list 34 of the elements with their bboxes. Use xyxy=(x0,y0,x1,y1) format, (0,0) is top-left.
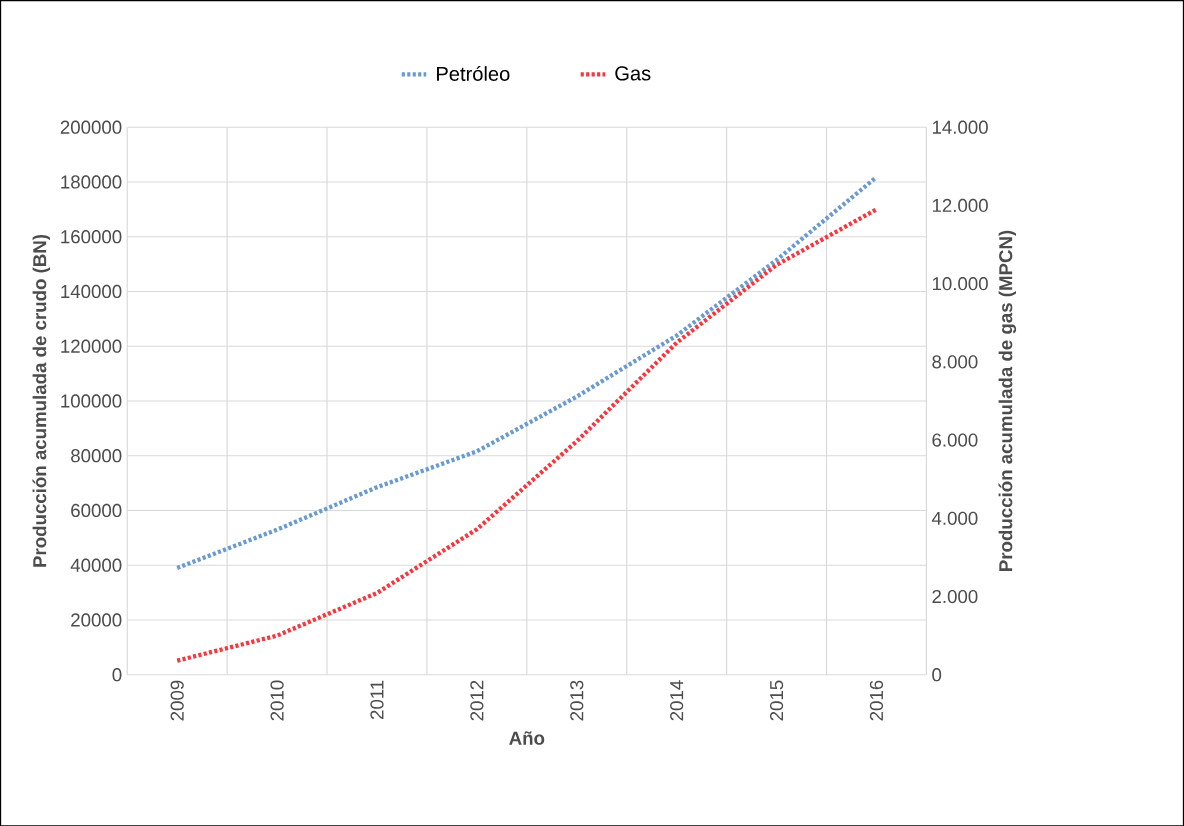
line-series xyxy=(175,174,879,570)
x-tick-label: 2015 xyxy=(769,680,784,721)
y-tick-label: 80000 xyxy=(71,448,122,463)
y2-tick-label: 14.000 xyxy=(932,120,988,134)
x-tick-label: 2009 xyxy=(170,680,184,721)
x-tick-label: 2011 xyxy=(370,680,384,719)
line-series xyxy=(175,206,879,663)
y2-tick-label: 0 xyxy=(932,667,942,682)
x-tick-label: 2016 xyxy=(869,680,884,721)
y-tick-label: 0 xyxy=(112,667,122,682)
x-tick-label: 2013 xyxy=(570,680,584,721)
y-tick-label: 120000 xyxy=(61,339,122,353)
y2-tick-label: 4.000 xyxy=(931,511,978,525)
x-tick-label: 2014 xyxy=(670,680,684,721)
y-tick-label: 20000 xyxy=(71,613,122,627)
y2-tick-label: 10.000 xyxy=(932,276,988,291)
y-tick-label: 40000 xyxy=(70,558,122,572)
y2-tick-label: 2.000 xyxy=(932,589,978,603)
y2-tick-label: 12.000 xyxy=(932,198,988,212)
y-axis-title: Producción acumulada de crudo (BN) xyxy=(32,234,51,567)
x-tick-label: 2012 xyxy=(470,680,484,721)
y-tick-label: 140000 xyxy=(61,284,122,298)
x-tick-label: 2010 xyxy=(270,680,284,721)
y2-tick-label: 8.000 xyxy=(932,355,978,369)
y-tick-label: 200000 xyxy=(60,120,122,134)
y-tick-label: 160000 xyxy=(61,229,122,244)
legend-label: Gas xyxy=(615,66,651,81)
y2-tick-label: 6.000 xyxy=(932,433,978,447)
y-tick-label: 60000 xyxy=(71,503,122,517)
y2-axis-title: Producción acumulada de gas (MPCN) xyxy=(998,230,1017,571)
y-tick-label: 100000 xyxy=(61,394,122,408)
legend-label: Petróleo xyxy=(437,65,510,81)
x-axis-title: Año xyxy=(509,730,545,745)
y-tick-label: 180000 xyxy=(61,175,122,189)
